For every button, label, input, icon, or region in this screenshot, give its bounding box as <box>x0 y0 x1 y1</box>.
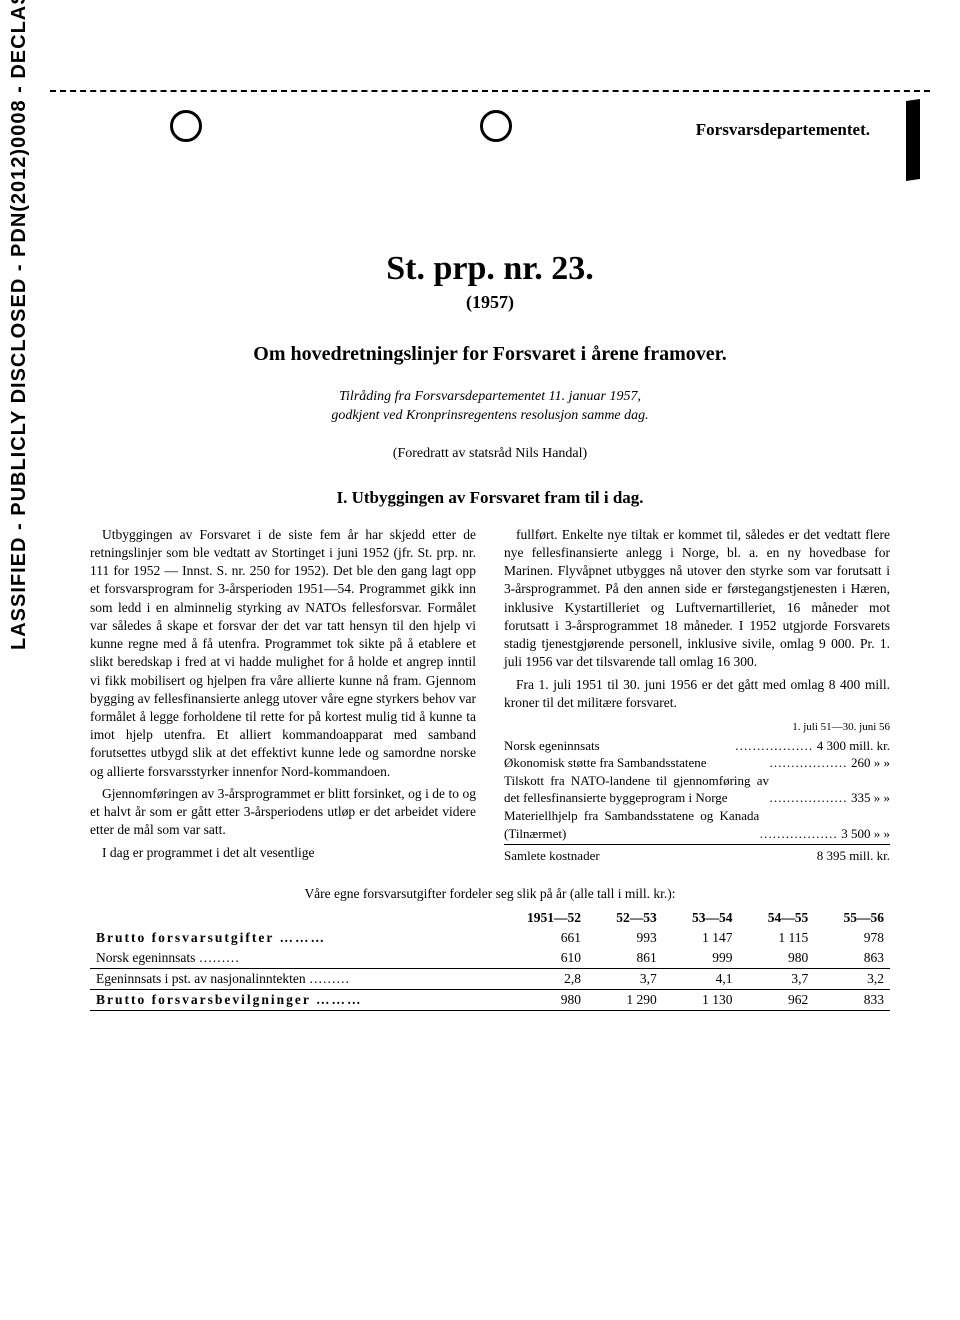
cost-label: Tilskott fra NATO-landene til gjennomfør… <box>504 772 769 807</box>
tilrading-line: godkjent ved Kronprinsregentens resolusj… <box>331 408 648 423</box>
table-cell: 980 <box>492 989 587 1010</box>
table-header-cell: 1951—52 <box>492 908 587 928</box>
row-label: Egeninnsats i pst. av nasjonalinntekten … <box>90 968 492 989</box>
table-cell: 833 <box>814 989 890 1010</box>
cost-value: 335 » » <box>847 789 890 807</box>
body-paragraph: Gjennomføringen av 3-årsprogrammet er bl… <box>90 785 476 840</box>
section-heading: I. Utbyggingen av Forsvaret fram til i d… <box>90 488 890 508</box>
table-header-cell: 55—56 <box>814 908 890 928</box>
table-header-cell: 53—54 <box>663 908 739 928</box>
document-subtitle: Om hovedretningslinjer for Forsvaret i å… <box>90 343 890 366</box>
cost-period: 1. juli 51—30. juni 56 <box>504 720 890 735</box>
table-cell: 1 115 <box>738 928 814 948</box>
table-cell: 2,8 <box>492 968 587 989</box>
leader-dots: ……………… <box>759 825 837 843</box>
table-cell: 1 290 <box>587 989 663 1010</box>
scan-edge-mark <box>906 99 920 181</box>
cost-total-row: Samlete kostnader 8 395 mill. kr. <box>504 844 890 865</box>
table-header-cell <box>90 908 492 928</box>
body-paragraph: I dag er programmet i det alt vesentlige <box>90 844 476 862</box>
table-row: Norsk egeninnsats ………610861999980863 <box>90 948 890 969</box>
fold-line <box>50 90 930 92</box>
cost-label: Norsk egeninnsats <box>504 737 735 755</box>
table-row: Brutto forsvarsbevilgninger ………9801 2901… <box>90 989 890 1010</box>
left-column: Utbyggingen av Forsvaret i de siste fem … <box>90 526 476 866</box>
cost-value: 3 500 » » <box>837 825 890 843</box>
body-paragraph: Fra 1. juli 1951 til 30. juni 1956 er de… <box>504 676 890 712</box>
table-cell: 861 <box>587 948 663 969</box>
body-paragraph: Utbyggingen av Forsvaret i de siste fem … <box>90 526 476 781</box>
table-cell: 3,2 <box>814 968 890 989</box>
table-header-cell: 54—55 <box>738 908 814 928</box>
table-cell: 1 130 <box>663 989 739 1010</box>
table-row: Brutto forsvarsutgifter ………6619931 1471 … <box>90 928 890 948</box>
table-cell: 661 <box>492 928 587 948</box>
cost-row: Tilskott fra NATO-landene til gjennomfør… <box>504 772 890 807</box>
table-cell: 3,7 <box>738 968 814 989</box>
row-label: Norsk egeninnsats ……… <box>90 948 492 969</box>
table-cell: 1 147 <box>663 928 739 948</box>
recommendation-note: Tilråding fra Forsvarsdepartementet 11. … <box>90 388 890 426</box>
department-header: Forsvarsdepartementet. <box>696 120 870 140</box>
cost-label: Økonomisk støtte fra Sambandsstatene <box>504 754 769 772</box>
table-cell: 993 <box>587 928 663 948</box>
cost-value: 260 » » <box>847 754 890 772</box>
cost-total-label: Samlete kostnader <box>504 847 813 865</box>
table-cell: 3,7 <box>587 968 663 989</box>
right-column: fullført. Enkelte nye tiltak er kommet t… <box>504 526 890 866</box>
leader-dots: ……………… <box>769 789 847 807</box>
leader-dots: ……………… <box>735 737 813 755</box>
table-cell: 610 <box>492 948 587 969</box>
declass-vertical-label: LASSIFIED - PUBLICLY DISCLOSED - PDN(201… <box>8 0 31 650</box>
table-cell: 999 <box>663 948 739 969</box>
row-label: Brutto forsvarsutgifter ……… <box>90 928 492 948</box>
table-cell: 863 <box>814 948 890 969</box>
document-page: Forsvarsdepartementet. St. prp. nr. 23. … <box>50 0 930 1320</box>
cost-row: Materiellhjelp fra Sambandsstatene og Ka… <box>504 807 890 842</box>
table-cell: 4,1 <box>663 968 739 989</box>
table-row: Egeninnsats i pst. av nasjonalinntekten … <box>90 968 890 989</box>
row-label: Brutto forsvarsbevilgninger ……… <box>90 989 492 1010</box>
punch-hole <box>480 110 512 142</box>
body-paragraph: fullført. Enkelte nye tiltak er kommet t… <box>504 526 890 672</box>
table-cell: 980 <box>738 948 814 969</box>
document-year: (1957) <box>90 292 890 313</box>
cost-row: Økonomisk støtte fra Sambandsstatene ………… <box>504 754 890 772</box>
table-header-cell: 52—53 <box>587 908 663 928</box>
table-cell: 962 <box>738 989 814 1010</box>
cost-label: Materiellhjelp fra Sambandsstatene og Ka… <box>504 807 759 842</box>
cost-total-value: 8 395 mill. kr. <box>813 847 890 865</box>
cost-summary: 1. juli 51—30. juni 56 Norsk egeninnsats… <box>504 720 890 865</box>
cost-value: 4 300 mill. kr. <box>813 737 890 755</box>
presented-by: (Foredratt av statsråd Nils Handal) <box>90 446 890 462</box>
cost-row: Norsk egeninnsats ………………4 300 mill. kr. <box>504 737 890 755</box>
leader-dots: ……………… <box>769 754 847 772</box>
table-cell: 978 <box>814 928 890 948</box>
punch-hole <box>170 110 202 142</box>
title-block: St. prp. nr. 23. (1957) Om hovedretnings… <box>90 250 890 508</box>
body-columns: Utbyggingen av Forsvaret i de siste fem … <box>90 526 890 866</box>
document-title: St. prp. nr. 23. <box>90 250 890 288</box>
expenditure-table: 1951—5252—5353—5454—5555—56 Brutto forsv… <box>90 908 890 1011</box>
table-caption: Våre egne forsvarsutgifter fordeler seg … <box>90 886 890 902</box>
tilrading-line: Tilråding fra Forsvarsdepartementet 11. … <box>339 389 641 404</box>
